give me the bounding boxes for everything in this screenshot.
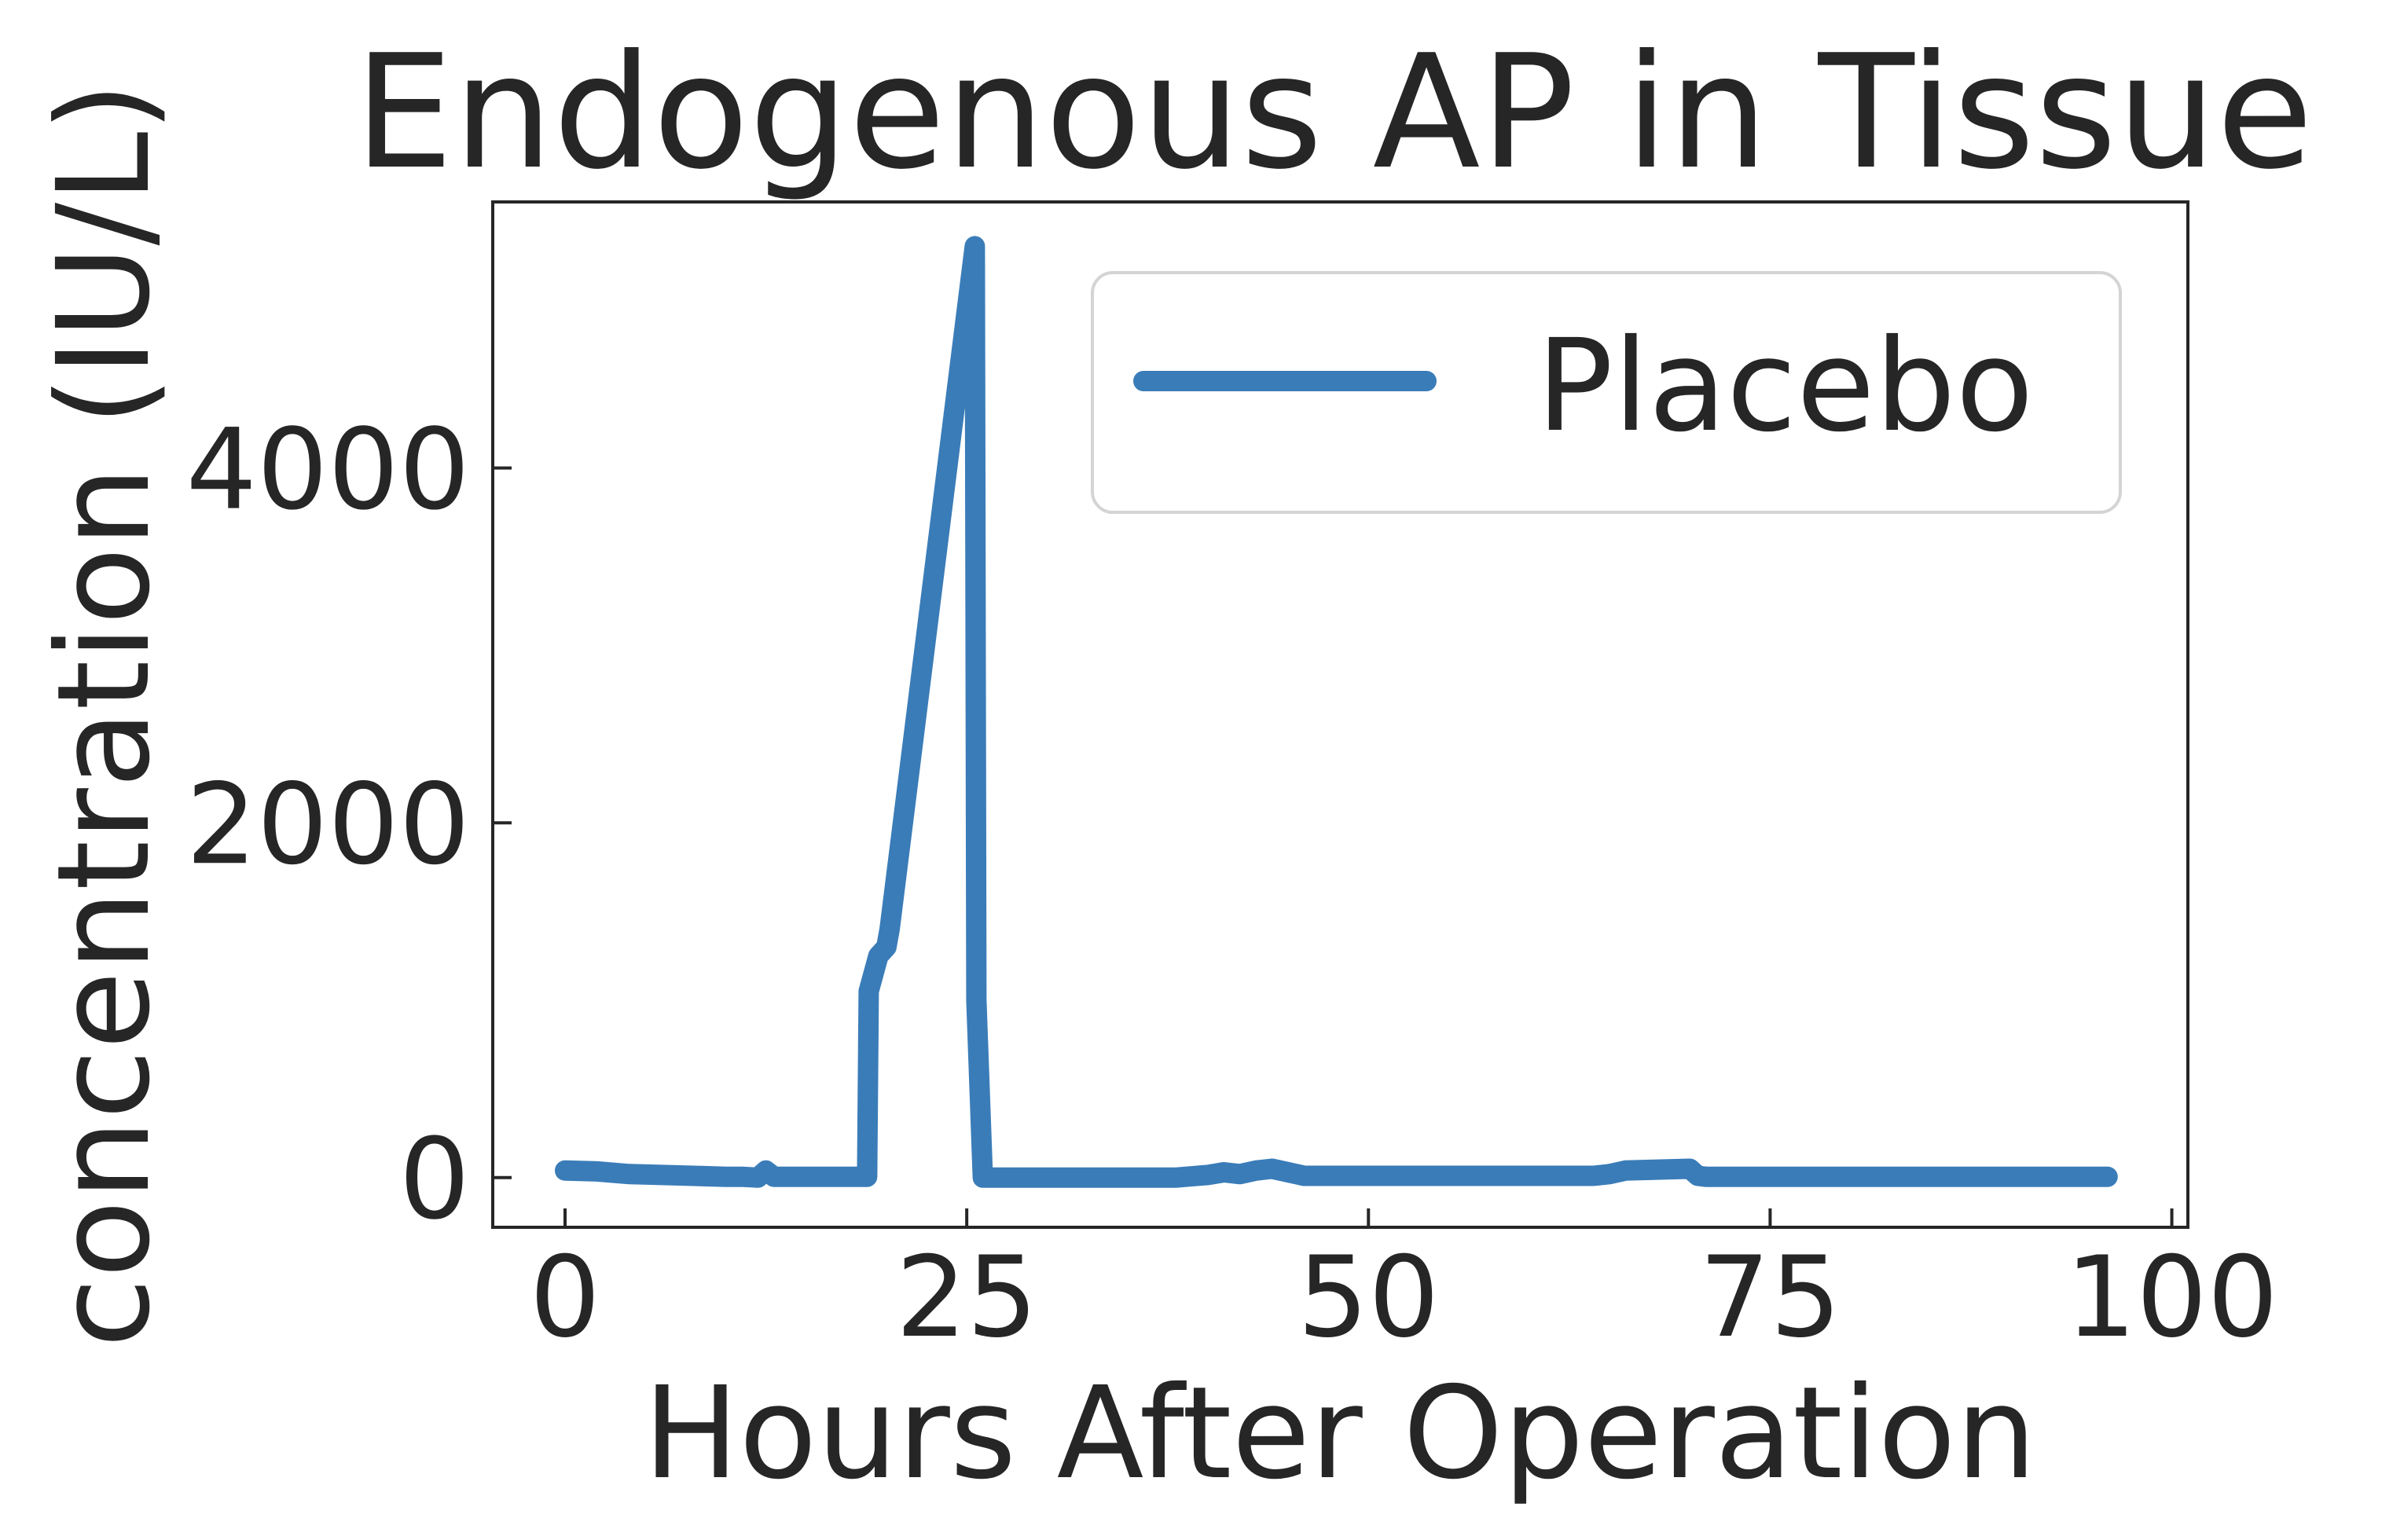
x-axis-label: Hours After Operation xyxy=(644,1360,2037,1508)
x-axis-ticks: 0 25 50 75 100 xyxy=(530,1208,2278,1362)
y-tick-label-2000: 2000 xyxy=(186,760,470,889)
legend: Placebo xyxy=(1091,271,2122,514)
y-tick-label-0: 0 xyxy=(399,1115,470,1245)
x-tick-label-50: 50 xyxy=(1297,1233,1440,1362)
x-tick-label-75: 75 xyxy=(1699,1233,1841,1362)
y-axis-ticks: 0 2000 4000 xyxy=(186,405,512,1245)
plot-area xyxy=(555,236,2118,1188)
chart-title: Endogenous AP in Tissue xyxy=(354,21,2314,204)
y-tick-label-4000: 4000 xyxy=(186,405,470,535)
plot-frame xyxy=(491,200,2189,1229)
y-axis-label: concentration (IU/L) xyxy=(31,82,178,1348)
legend-box xyxy=(1091,271,2122,514)
x-tick-label-100: 100 xyxy=(2065,1233,2278,1362)
legend-label-placebo: Placebo xyxy=(1536,313,2034,460)
x-tick-label-25: 25 xyxy=(896,1233,1038,1362)
x-tick-label-0: 0 xyxy=(530,1233,600,1362)
series-line-placebo xyxy=(555,236,2118,1188)
